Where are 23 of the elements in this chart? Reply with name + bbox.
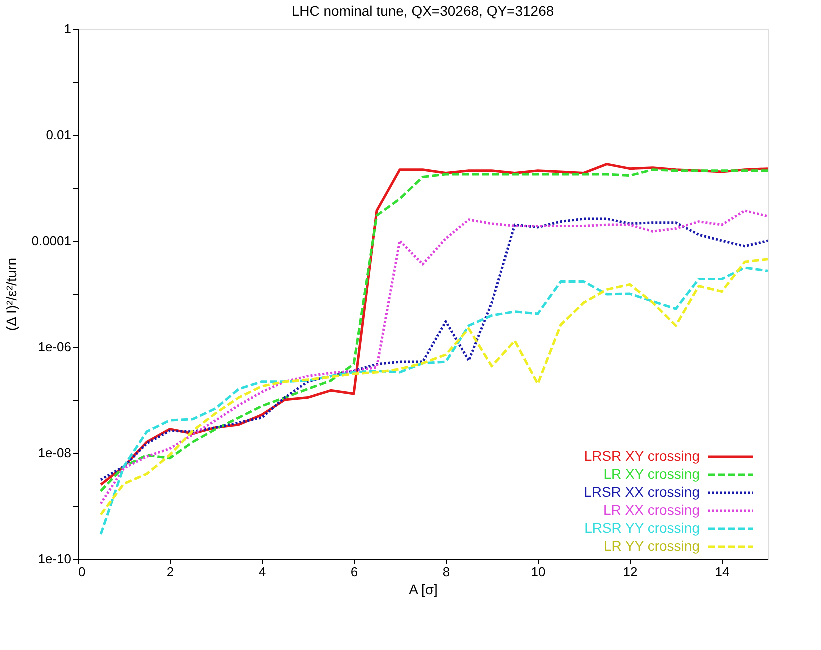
x-tick-label: 8	[442, 564, 450, 580]
y-tick-label: 1e-06	[38, 340, 72, 354]
x-tick-label: 4	[258, 564, 266, 580]
y-axis-title: (Δ I)²/ε²/turn	[4, 258, 20, 332]
legend-label: LR XY crossing	[604, 466, 700, 482]
y-tick-label: 0.0001	[32, 234, 72, 248]
x-tick-label: 10	[531, 564, 546, 580]
y-tick-label: 1e-10	[38, 552, 72, 566]
y-tick-label: 0.01	[46, 128, 72, 142]
x-tick-label: 12	[623, 564, 638, 580]
x-tick-label: 0	[78, 564, 86, 580]
chart-title: LHC nominal tune, QX=30268, QY=31268	[292, 3, 554, 19]
x-axis-title: A [σ]	[409, 582, 438, 598]
legend-label: LR XX crossing	[604, 502, 700, 518]
legend-label: LRSR XX crossing	[584, 484, 700, 500]
legend-label: LRSR XY crossing	[584, 448, 700, 464]
x-tick-label: 14	[715, 564, 730, 580]
y-tick-label: 1e-08	[38, 446, 72, 460]
x-tick-label: 2	[166, 564, 174, 580]
y-tick-label: 1	[64, 22, 72, 36]
x-tick-label: 6	[350, 564, 358, 580]
legend-label: LR YY crossing	[604, 538, 700, 554]
legend-label: LRSR YY crossing	[584, 520, 700, 536]
